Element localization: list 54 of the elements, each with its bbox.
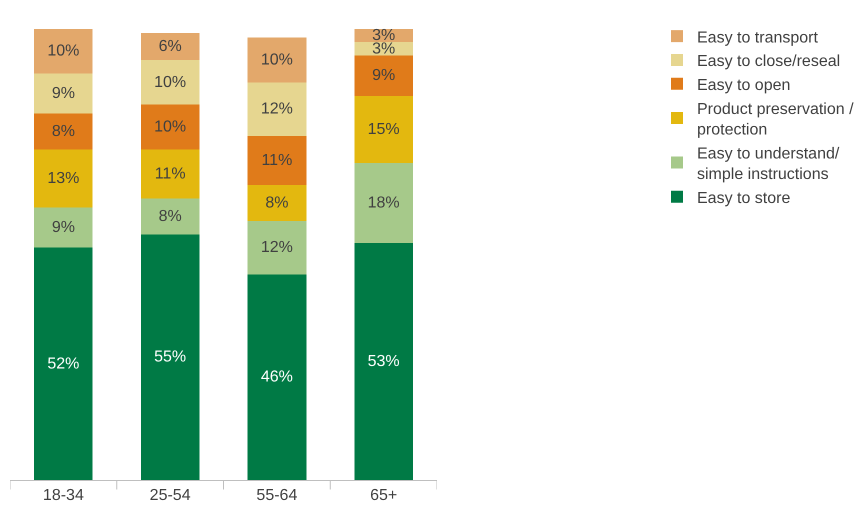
x-tick-label: 18-34 (42, 487, 84, 504)
data-label: 52% (47, 355, 80, 372)
bar (248, 136, 306, 186)
legend-label: Easy to understand/ simple instructions (697, 145, 840, 184)
bar (354, 162, 413, 244)
data-label: 18% (368, 194, 400, 212)
data-label: 9% (52, 219, 75, 236)
bar (34, 207, 93, 248)
data-label: 8% (52, 123, 75, 140)
bar (248, 220, 306, 274)
data-label: 10% (154, 74, 186, 91)
bar (34, 149, 93, 208)
data-label: 8% (265, 194, 288, 212)
data-label: 10% (154, 118, 186, 136)
legend-label: Easy to transport (697, 29, 818, 46)
bar (140, 149, 200, 199)
bar (34, 114, 93, 150)
bar (248, 82, 306, 136)
data-label: 8% (158, 208, 182, 225)
legend-label: Easy to open (697, 76, 790, 94)
bar (140, 104, 200, 150)
data-label: 46% (260, 368, 293, 386)
bar (34, 73, 93, 114)
x-tick-label: 55-64 (256, 487, 298, 504)
bar (248, 185, 306, 221)
data-label: 12% (260, 100, 293, 118)
data-label: 9% (372, 67, 396, 84)
data-label: 55% (154, 348, 186, 366)
bar (354, 96, 413, 163)
x-tick-label: 25-54 (150, 487, 191, 504)
data-label: 10% (260, 52, 293, 69)
bar (140, 234, 200, 480)
bar (140, 33, 200, 60)
data-label: 12% (260, 239, 293, 256)
data-label: 53% (368, 353, 400, 370)
legend-label: Easy to store (697, 190, 790, 207)
bar (34, 248, 93, 480)
data-label: 11% (261, 152, 292, 170)
data-label: 15% (368, 120, 400, 138)
bar (248, 274, 306, 480)
x-tick-label: 65+ (370, 487, 398, 504)
data-label: 11% (154, 165, 186, 182)
legend-label: Easy to close/reseal (697, 53, 840, 70)
data-label: 9% (52, 85, 75, 102)
data-label: 6% (158, 38, 182, 56)
bar (34, 28, 93, 74)
bar (140, 60, 200, 105)
legend-label: Product preservation / protection (697, 100, 854, 139)
bar (354, 243, 413, 480)
bar (354, 56, 413, 96)
data-label: 13% (47, 170, 80, 187)
bar (248, 38, 306, 82)
bar (140, 198, 200, 234)
data-label: 10% (47, 42, 80, 60)
